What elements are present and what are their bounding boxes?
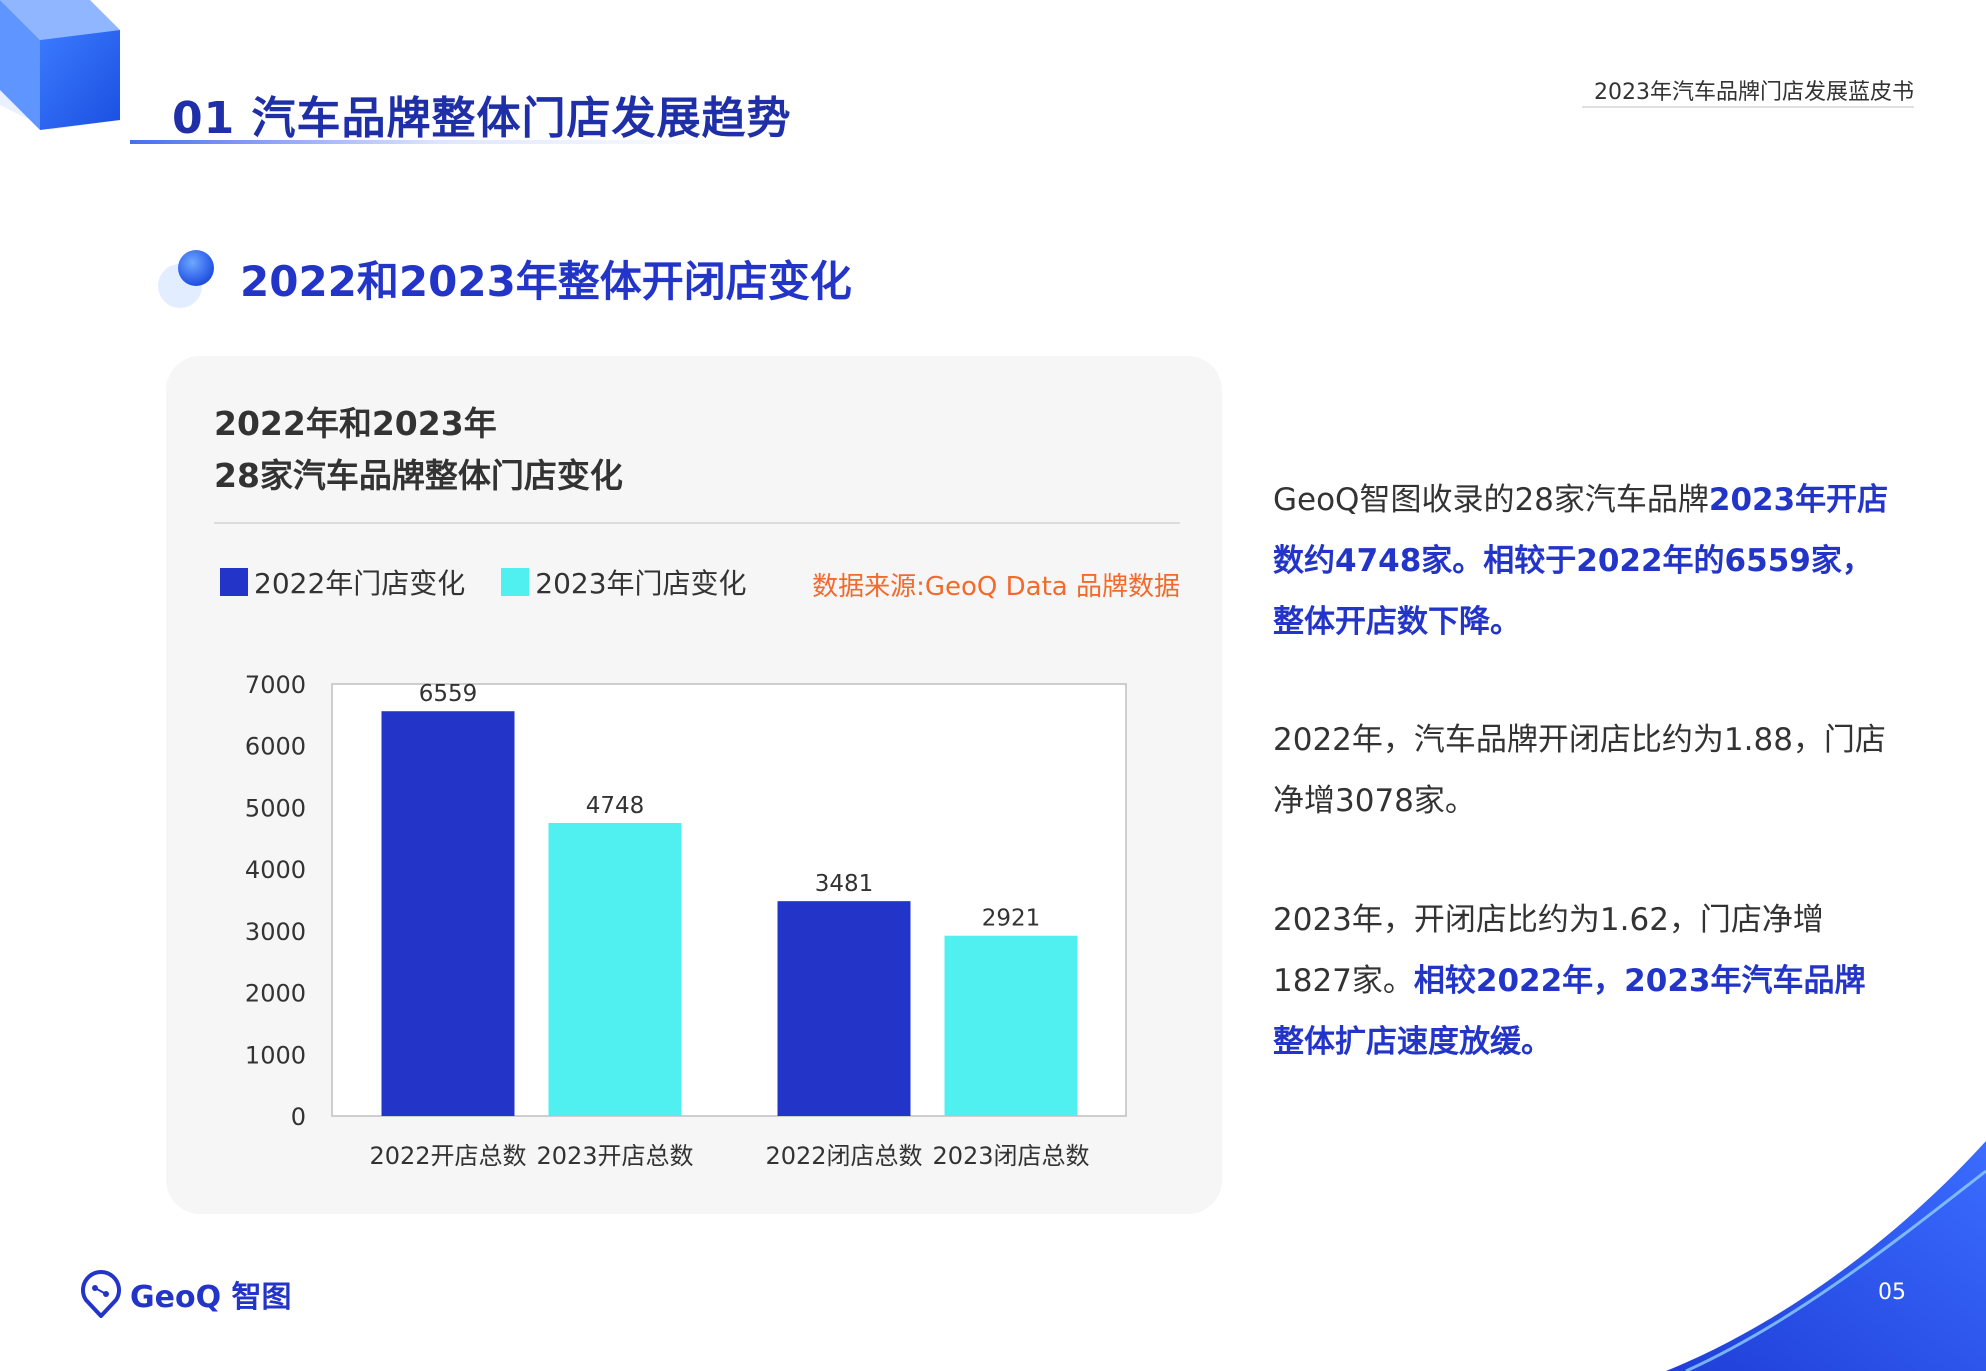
corner-cube-decoration bbox=[0, 0, 120, 130]
bullet-orb-icon bbox=[158, 250, 214, 308]
paragraph-3-normal: 2023年，开闭店比约为1.62，门店净增1827家。 bbox=[1273, 902, 1824, 999]
paragraph-1-normal: GeoQ智图收录的28家汽车品牌 bbox=[1273, 482, 1709, 518]
data-label: 4748 bbox=[586, 793, 645, 819]
legend-swatch-2022 bbox=[220, 568, 248, 596]
chart-legend: 2022年门店变化 2023年门店变化 bbox=[220, 562, 783, 602]
paragraph-1-highlight: 2023年开店数约4748家。相较于2022年的6559家，整体开店数下降。 bbox=[1273, 482, 1889, 640]
bar bbox=[944, 935, 1078, 1116]
y-tick-label: 7000 bbox=[245, 671, 306, 699]
logo-text: GeoQ 智图 bbox=[130, 1280, 292, 1315]
y-tick-label: 5000 bbox=[245, 794, 306, 822]
x-tick-label: 2022开店总数 bbox=[369, 1142, 526, 1170]
x-tick-label: 2023开店总数 bbox=[536, 1142, 693, 1170]
corner-swoosh-decoration bbox=[1666, 1141, 1986, 1371]
legend-label-2022: 2022年门店变化 bbox=[254, 567, 466, 600]
title-underline bbox=[130, 140, 750, 144]
chart-title-line2: 28家汽车品牌整体门店变化 bbox=[214, 456, 623, 495]
legend-item-2023: 2023年门店变化 bbox=[501, 562, 747, 602]
paragraph-3: 2023年，开闭店比约为1.62，门店净增1827家。相较2022年，2023年… bbox=[1273, 890, 1893, 1073]
report-divider bbox=[1582, 106, 1914, 108]
data-label: 2921 bbox=[982, 906, 1041, 932]
y-tick-label: 6000 bbox=[245, 733, 306, 761]
bar-chart: 0 1000 2000 3000 4000 5000 6000 7000 6559 2022开店总… bbox=[245, 671, 1127, 1170]
geoq-logo: GeoQ 智图 bbox=[80, 1270, 292, 1318]
panel-divider bbox=[214, 522, 1180, 524]
data-label: 6559 bbox=[419, 681, 478, 707]
bar bbox=[548, 822, 682, 1116]
y-tick-label: 0 bbox=[291, 1103, 306, 1131]
bar bbox=[777, 901, 911, 1116]
x-tick-label: 2022闭店总数 bbox=[765, 1142, 922, 1170]
paragraph-3-highlight: 相较2022年，2023年汽车品牌整体扩店速度放缓。 bbox=[1273, 963, 1866, 1060]
subtitle: 2022和2023年整体开闭店变化 bbox=[240, 257, 852, 306]
paragraph-2: 2022年，汽车品牌开闭店比约为1.88，门店净增3078家。 bbox=[1273, 722, 1886, 819]
section-title: 01 汽车品牌整体门店发展趋势 bbox=[172, 93, 792, 144]
chart-title-line1: 2022年和2023年 bbox=[214, 404, 497, 443]
y-tick-label: 1000 bbox=[245, 1041, 306, 1069]
y-tick-label: 2000 bbox=[245, 980, 306, 1008]
data-label: 3481 bbox=[815, 871, 874, 897]
chart-title: 2022年和2023年 28家汽车品牌整体门店变化 bbox=[214, 398, 623, 502]
report-name: 2023年汽车品牌门店发展蓝皮书 bbox=[1594, 80, 1914, 105]
y-tick-label: 4000 bbox=[245, 856, 306, 884]
legend-swatch-2023 bbox=[501, 568, 530, 596]
bar bbox=[381, 711, 515, 1116]
geoq-logo-icon bbox=[81, 1270, 121, 1318]
data-source-note: 数据来源:GeoQ Data 品牌数据 bbox=[812, 572, 1180, 602]
page-number: 05 bbox=[1878, 1280, 1906, 1305]
x-tick-label: 2023闭店总数 bbox=[932, 1142, 1089, 1170]
paragraph-1: GeoQ智图收录的28家汽车品牌2023年开店数约4748家。相较于2022年的… bbox=[1273, 470, 1893, 653]
legend-label-2023: 2023年门店变化 bbox=[535, 567, 747, 600]
legend-item-2022: 2022年门店变化 bbox=[220, 562, 465, 602]
y-tick-label: 3000 bbox=[245, 918, 306, 946]
